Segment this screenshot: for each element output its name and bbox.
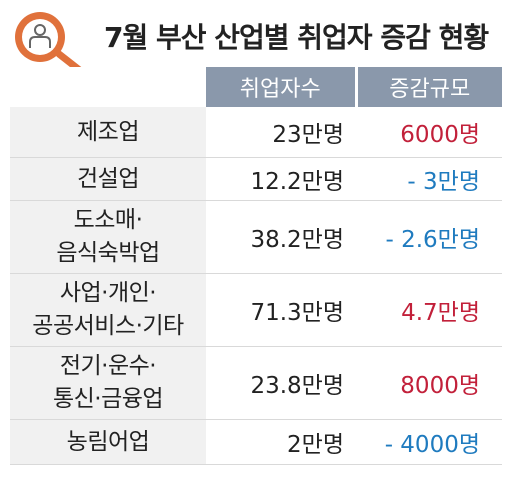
employed-cell: 12.2만명	[206, 157, 356, 201]
industry-label: 제조업	[77, 118, 139, 145]
industry-cell: 농림어업	[10, 419, 206, 465]
table-row: 사업·개인· 공공서비스·기타 71.3만명 4.7만명	[10, 273, 502, 347]
industry-label: 건설업	[77, 165, 139, 192]
industry-label-line-2: 공공서비스·기타	[32, 313, 184, 339]
employment-table: 취업자수 증감규모 제조업 23만명 6000명 건설업 12.2만명 - 3만…	[10, 67, 502, 465]
table-row: 제조업 23만명 6000명	[10, 107, 502, 158]
employed-cell: 71.3만명	[206, 273, 356, 347]
column-header-employed: 취업자수	[206, 67, 358, 107]
industry-cell: 제조업	[10, 107, 206, 158]
change-cell: - 3만명	[356, 157, 502, 201]
table-row: 농림어업 2만명 - 4000명	[10, 419, 502, 465]
employed-cell: 38.2만명	[206, 200, 356, 274]
table-header-row: 취업자수 증감규모	[10, 67, 502, 107]
industry-label-line-2: 음식숙박업	[56, 240, 160, 266]
change-cell: - 2.6만명	[356, 200, 502, 274]
industry-cell: 도소매· 음식숙박업	[10, 200, 206, 274]
employed-cell: 23.8만명	[206, 346, 356, 420]
industry-label: 농림어업	[66, 428, 150, 455]
industry-cell: 사업·개인· 공공서비스·기타	[10, 273, 206, 347]
page-title: 7월 부산 산업별 취업자 증감 현황	[104, 21, 489, 54]
table-row: 전기·운수· 통신·금융업 23.8만명 8000명	[10, 346, 502, 420]
employed-cell: 2만명	[206, 419, 356, 465]
table-row: 건설업 12.2만명 - 3만명	[10, 157, 502, 201]
industry-cell: 건설업	[10, 157, 206, 201]
industry-label-line-1: 사업·개인·	[59, 280, 157, 306]
header: 7월 부산 산업별 취업자 증감 현황	[0, 0, 512, 74]
column-header-category	[10, 67, 206, 107]
change-cell: 6000명	[356, 107, 502, 158]
industry-label-line-2: 통신·금융업	[52, 386, 164, 412]
change-cell: 8000명	[356, 346, 502, 420]
change-cell: - 4000명	[356, 419, 502, 465]
industry-cell: 전기·운수· 통신·금융업	[10, 346, 206, 420]
industry-label-line-1: 도소매·	[73, 207, 143, 233]
employed-cell: 23만명	[206, 107, 356, 158]
industry-label-line-1: 전기·운수·	[59, 353, 157, 379]
person-magnifier-icon	[15, 12, 86, 74]
table-row: 도소매· 음식숙박업 38.2만명 - 2.6만명	[10, 200, 502, 274]
column-header-change: 증감규모	[354, 67, 502, 107]
change-cell: 4.7만명	[356, 273, 502, 347]
